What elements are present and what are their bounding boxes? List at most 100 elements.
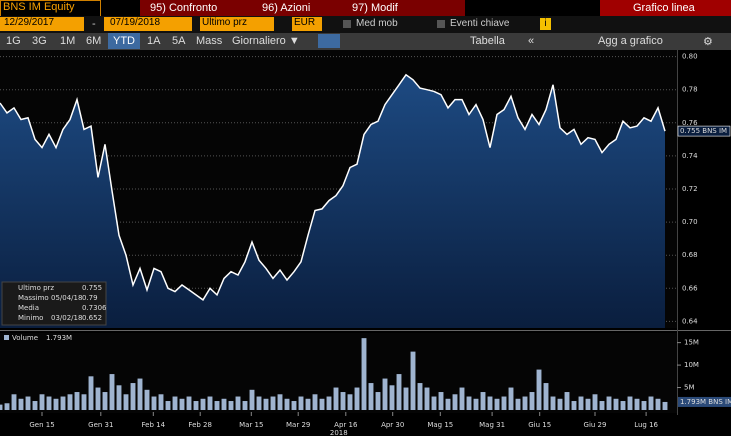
volume-bar: [466, 396, 472, 410]
legend-label: Media: [18, 304, 39, 312]
option[interactable]: Eventi chiave: [450, 18, 510, 29]
menu-item[interactable]: 95) Confronto: [150, 2, 218, 14]
last-label-box: [677, 125, 731, 137]
volume-bar: [60, 396, 66, 410]
volume-bar: [186, 396, 192, 410]
menu-bg: [140, 0, 465, 16]
period[interactable]: 1G: [6, 35, 21, 47]
volume-bar: [543, 383, 549, 410]
start-date[interactable]: 12/29/2017: [0, 17, 84, 31]
volume-bar: [396, 374, 402, 410]
y-tick-label: 0.76: [682, 119, 698, 127]
volume-bar: [501, 396, 507, 410]
line-icon[interactable]: [318, 34, 340, 48]
legend-value: 1.793M: [46, 334, 72, 342]
volume-bar: [319, 398, 325, 410]
volume-bar: [46, 396, 52, 410]
legend-value: 0.79: [82, 294, 98, 302]
legend-value: 0.755: [82, 284, 102, 292]
period[interactable]: 1M: [60, 35, 76, 47]
volume-bar: [480, 392, 486, 410]
y-tick-label: 15M: [684, 339, 699, 347]
volume-bar: [655, 398, 661, 410]
volume-bar: [53, 398, 59, 410]
volume-bar: [4, 403, 10, 410]
volume-bar: [445, 398, 451, 410]
volume-bar: [382, 378, 388, 410]
volume-bar: [214, 401, 220, 410]
volume-bar: [95, 387, 101, 410]
volume-bar: [151, 396, 157, 410]
volume-bar: [417, 383, 423, 410]
volume-bar: [242, 401, 248, 410]
period[interactable]: 6M: [86, 35, 102, 47]
period[interactable]: 5A: [172, 35, 186, 47]
legend-box: [1, 281, 107, 326]
volume-bar: [172, 396, 178, 410]
volume-bar: [529, 392, 535, 410]
x-tick-label: Lug 16: [634, 421, 658, 429]
volume-bar: [606, 396, 612, 410]
end-date[interactable]: 07/19/2018: [104, 17, 192, 31]
volume-bar: [368, 383, 374, 410]
last-label: 0.755 BNS IM: [680, 127, 727, 135]
view-bg: [600, 0, 731, 16]
x-tick-label: Mar 15: [239, 421, 263, 429]
y-tick-label: 10M: [684, 361, 699, 369]
settings-icon[interactable]: ⚙: [703, 36, 713, 48]
period[interactable]: 3G: [32, 35, 47, 47]
y-tick-label: 0.80: [682, 53, 698, 61]
view[interactable]: Grafico linea: [633, 2, 695, 14]
option[interactable]: Med mob: [356, 18, 398, 29]
volume-bar: [81, 394, 87, 410]
volume-bar: [137, 378, 143, 410]
volume-bar: [291, 401, 297, 410]
frequency[interactable]: Giornaliero ▼: [232, 35, 300, 47]
table[interactable]: Tabella: [470, 35, 505, 47]
charts: 0.64 0.66 0.68 0.70 0.72 0.74 0.76 0.78 0.80 0.75…: [0, 50, 731, 436]
volume-bar: [578, 396, 584, 410]
period[interactable]: Mass: [196, 35, 223, 47]
period[interactable]: 1A: [147, 35, 161, 47]
separator: -: [92, 18, 96, 30]
volume-bar: [662, 401, 668, 410]
collapse[interactable]: «: [528, 35, 535, 47]
currency[interactable]: EUR: [292, 17, 322, 31]
volume-bar: [39, 394, 45, 410]
add-to-chart[interactable]: Agg a grafico: [598, 35, 663, 47]
period-active[interactable]: YTD: [108, 33, 140, 49]
y-tick-label: 0.64: [682, 317, 698, 325]
volume-bar: [312, 394, 318, 410]
volume-bar: [592, 394, 598, 410]
volume-panel: [0, 333, 677, 413]
menu-item[interactable]: 96) Azioni: [262, 2, 311, 14]
checkbox[interactable]: [343, 20, 351, 28]
info[interactable]: i: [540, 18, 551, 30]
legend-value: 0.652: [82, 314, 102, 322]
volume-bar: [452, 394, 458, 410]
volume-bar: [270, 396, 276, 410]
volume-bar: [550, 396, 556, 410]
volume-bar: [347, 394, 353, 410]
volume-bar: [25, 396, 31, 410]
legend-label: Massimo: [18, 294, 49, 302]
field[interactable]: Ultimo prz: [200, 17, 274, 31]
year-label: 2018: [330, 429, 348, 436]
y-tick-label: 0.66: [682, 284, 698, 292]
volume-bar: [473, 398, 479, 410]
legend-date: 05/04/18: [51, 294, 82, 302]
volume-bar: [228, 401, 234, 410]
period-bar: 1G 3G 1M 6M YTD 1A 5A Mass Giornaliero ▼…: [0, 33, 731, 50]
security[interactable]: BNS IM Equity: [0, 0, 101, 17]
volume-bar: [284, 398, 290, 410]
volume-bar: [641, 401, 647, 410]
checkbox[interactable]: [437, 20, 445, 28]
volume-bar: [438, 392, 444, 410]
menu-item[interactable]: 97) Modif: [352, 2, 398, 14]
volume-bar: [298, 396, 304, 410]
y-tick-label: 0.68: [682, 251, 698, 259]
x-tick-label: Giu 29: [584, 421, 607, 429]
legend-date: 03/02/18: [51, 314, 82, 322]
volume-bar: [431, 396, 437, 410]
volume-bar: [144, 389, 150, 410]
